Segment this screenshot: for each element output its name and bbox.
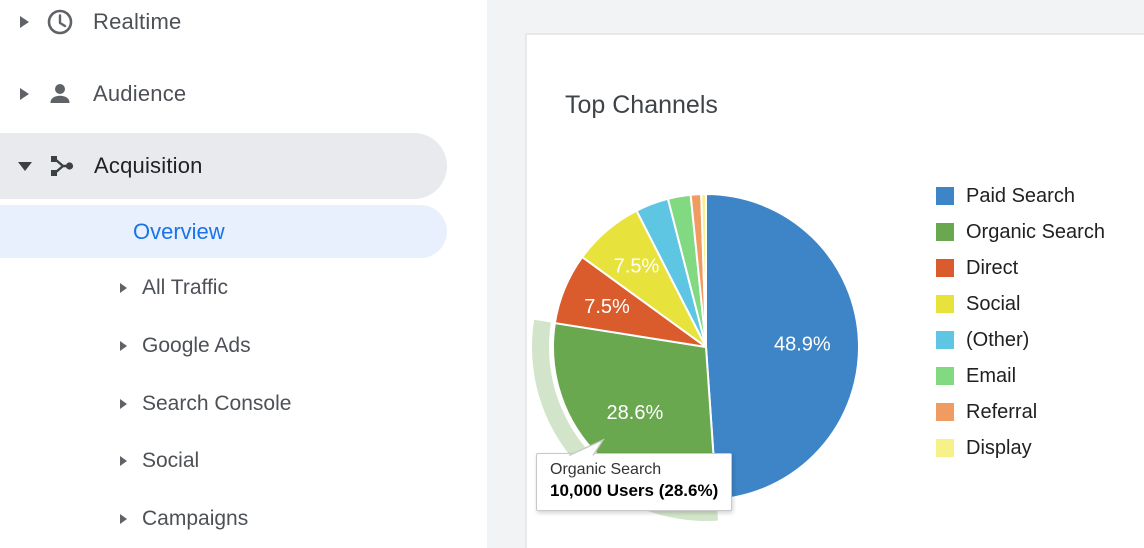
sidebar-item-label: Google Ads (142, 334, 251, 357)
legend-label: Organic Search (966, 220, 1105, 243)
chart-legend: Paid Search Organic Search Direct Social (Ot… (936, 178, 1105, 466)
slice-percent-label: 7.5% (584, 296, 630, 318)
legend-swatch (936, 367, 954, 385)
chevron-right-icon[interactable] (20, 16, 29, 28)
chevron-right-icon[interactable] (120, 399, 127, 409)
legend-label: Display (966, 436, 1032, 459)
slice-percent-label: 48.9% (774, 334, 831, 356)
legend-swatch (936, 259, 954, 277)
legend-label: Email (966, 364, 1017, 387)
chevron-right-icon[interactable] (20, 88, 29, 100)
acquisition-icon (46, 151, 76, 181)
legend-swatch (936, 331, 954, 349)
sidebar-item-label: Realtime (93, 9, 182, 34)
sidebar-nav: Realtime Audience Acqu (0, 0, 487, 548)
sidebar-item-label: Campaigns (142, 507, 249, 530)
clock-icon (45, 7, 75, 37)
legend-label: Referral (966, 400, 1038, 423)
legend-item-referral: Referral (936, 394, 1105, 430)
sidebar-item-audience[interactable]: Audience (0, 61, 447, 127)
sidebar-item-label: Overview (133, 218, 225, 244)
chart-title: Top Channels (565, 91, 718, 119)
legend-label: Direct (966, 256, 1019, 279)
legend-label: (Other) (966, 328, 1030, 351)
sidebar-item-campaigns[interactable]: Campaigns (0, 499, 447, 539)
sidebar-item-label: Social (142, 449, 200, 472)
chart-tooltip: Organic Search 10,000 Users (28.6%) (536, 438, 733, 511)
legend-item-paid-search: Paid Search (936, 178, 1105, 214)
tooltip-channel: Organic Search (550, 461, 662, 478)
sidebar-item-all-traffic[interactable]: All Traffic (0, 268, 447, 308)
top-channels-card: Top Channels 48.9% 28.6% 7.5% 7.5% Paid Sea… (525, 33, 1144, 548)
slice-percent-label: 7.5% (614, 256, 660, 278)
legend-item-other: (Other) (936, 322, 1105, 358)
chevron-right-icon[interactable] (120, 283, 127, 293)
legend-swatch (936, 439, 954, 457)
chevron-right-icon[interactable] (120, 341, 127, 351)
chevron-right-icon[interactable] (120, 514, 127, 524)
sidebar-item-label: Audience (93, 81, 187, 106)
sidebar-item-realtime[interactable]: Realtime (0, 0, 447, 55)
legend-item-email: Email (936, 358, 1105, 394)
legend-swatch (936, 223, 954, 241)
legend-item-organic-search: Organic Search (936, 214, 1105, 250)
legend-item-social: Social (936, 286, 1105, 322)
legend-item-display: Display (936, 430, 1105, 466)
legend-item-direct: Direct (936, 250, 1105, 286)
pie-slice-paid-search[interactable] (705, 193, 860, 501)
main-content: Top Channels 48.9% 28.6% 7.5% 7.5% Paid Sea… (487, 0, 1144, 548)
sidebar-item-social[interactable]: Social (0, 441, 447, 481)
legend-label: Paid Search (966, 184, 1075, 207)
legend-swatch (936, 403, 954, 421)
pie-slice-display[interactable] (700, 193, 707, 348)
top-channels-pie-chart: 48.9% 28.6% 7.5% 7.5% (532, 193, 860, 521)
person-icon (45, 79, 75, 109)
tooltip-value: 10,000 Users (28.6%) (550, 481, 719, 500)
sidebar-item-google-ads[interactable]: Google Ads (0, 326, 447, 366)
sidebar-item-label: All Traffic (142, 276, 228, 299)
tooltip-pointer (568, 438, 605, 457)
sidebar-item-acquisition[interactable]: Acquisition (0, 133, 447, 199)
sidebar-item-label: Acquisition (94, 153, 203, 178)
sidebar-item-label: Search Console (142, 392, 292, 415)
sidebar-item-search-console[interactable]: Search Console (0, 384, 447, 424)
sidebar-item-overview[interactable]: Overview (0, 205, 447, 258)
slice-percent-label: 28.6% (607, 402, 664, 424)
legend-swatch (936, 295, 954, 313)
chevron-down-icon[interactable] (18, 161, 32, 171)
legend-swatch (936, 187, 954, 205)
chevron-right-icon[interactable] (120, 456, 127, 466)
legend-label: Social (966, 292, 1021, 315)
